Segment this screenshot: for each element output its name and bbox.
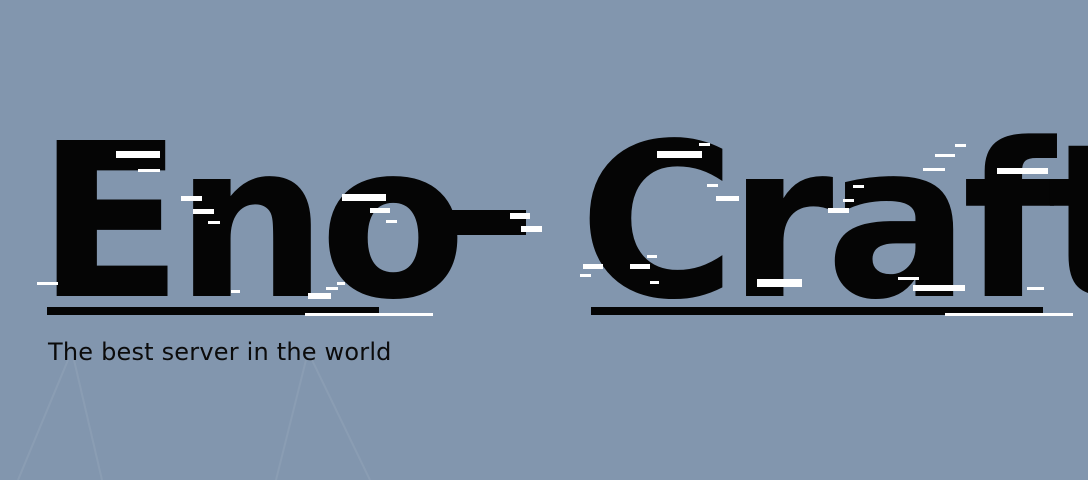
glitch-mark — [326, 287, 338, 290]
glitch-mark — [231, 290, 240, 293]
glitch-mark — [853, 185, 864, 188]
glitch-mark — [181, 196, 202, 201]
glitch-mark — [208, 221, 220, 224]
glitch-mark — [521, 226, 542, 232]
glitch-mark — [630, 264, 650, 269]
left-underline-highlight — [305, 313, 433, 316]
glitch-mark — [370, 208, 390, 213]
glitch-mark — [116, 151, 160, 158]
glitch-mark — [138, 169, 160, 172]
glitch-mark — [828, 208, 849, 213]
glitch-mark — [37, 282, 58, 285]
glitch-mark — [337, 282, 345, 285]
glitch-mark — [997, 168, 1048, 174]
right-underline-highlight — [945, 313, 1073, 316]
glitch-mark — [342, 194, 386, 201]
left-underline — [47, 307, 379, 315]
glitch-mark — [898, 277, 919, 280]
glitch-mark — [935, 154, 955, 157]
glitch-mark — [510, 213, 530, 219]
glitch-mark — [923, 168, 945, 171]
glitch-mark — [386, 220, 397, 223]
glitch-mark — [583, 264, 603, 269]
glitch-mark — [955, 144, 966, 147]
glitch-mark — [193, 209, 214, 214]
glitch-mark — [580, 274, 591, 277]
background-lines — [17, 360, 371, 480]
glitch-mark — [843, 199, 854, 202]
glitch-mark — [1027, 287, 1044, 290]
right-underline — [591, 307, 1043, 315]
glitch-overlay — [37, 143, 1048, 299]
glitch-mark — [699, 143, 710, 146]
glitch-mark — [647, 255, 657, 258]
glitch-mark — [650, 281, 659, 284]
glitch-mark — [913, 285, 965, 291]
glitch-mark — [707, 184, 718, 187]
glitch-mark — [657, 151, 702, 158]
glitch-mark — [757, 279, 802, 287]
glitch-mark — [716, 196, 739, 201]
tagline: The best server in the world — [48, 338, 392, 366]
title-right-word: Craft — [579, 98, 1088, 347]
glitch-mark — [308, 293, 331, 299]
